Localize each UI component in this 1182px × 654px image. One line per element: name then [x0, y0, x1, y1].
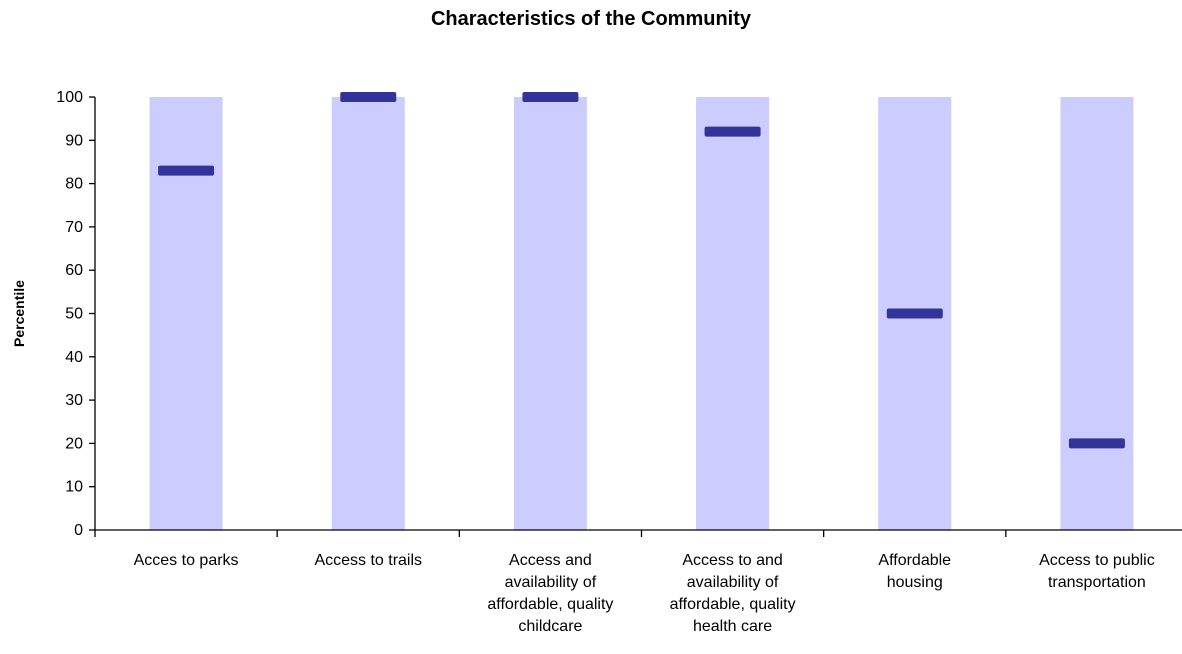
- value-marker: [522, 92, 579, 102]
- value-marker: [886, 308, 943, 319]
- y-tick-label: 20: [65, 435, 83, 452]
- x-category-label: Access to public transportation: [1039, 552, 1155, 591]
- y-tick-label: 30: [65, 392, 83, 409]
- x-category-label: Access to and availability of affordable, …: [670, 552, 796, 635]
- x-category-label: Acces to parks: [134, 552, 239, 569]
- y-tick-label: 100: [56, 89, 83, 106]
- y-tick-label: 50: [65, 306, 83, 323]
- y-tick-label: 0: [74, 522, 83, 539]
- range-bar: [696, 97, 770, 530]
- range-bar: [1060, 97, 1134, 530]
- x-category-label: Access to trails: [314, 552, 422, 569]
- value-marker: [340, 92, 397, 102]
- x-category-label: Affordable housing: [878, 552, 951, 591]
- range-bar: [149, 97, 223, 530]
- value-marker: [158, 165, 215, 176]
- value-marker: [1068, 438, 1125, 449]
- chart-title: Characteristics of the Community: [430, 8, 752, 30]
- y-tick-label: 40: [65, 349, 83, 366]
- y-tick-label: 90: [65, 132, 83, 149]
- y-tick-label: 10: [65, 479, 83, 496]
- value-marker: [704, 126, 761, 137]
- range-bar: [331, 97, 405, 530]
- y-tick-label: 80: [65, 176, 83, 193]
- range-bar: [513, 97, 587, 530]
- x-category-label: Access and availability of affordable, qua…: [487, 552, 613, 635]
- y-axis-title: Percentile: [11, 280, 27, 347]
- y-tick-label: 60: [65, 262, 83, 279]
- y-tick-label: 70: [65, 219, 83, 236]
